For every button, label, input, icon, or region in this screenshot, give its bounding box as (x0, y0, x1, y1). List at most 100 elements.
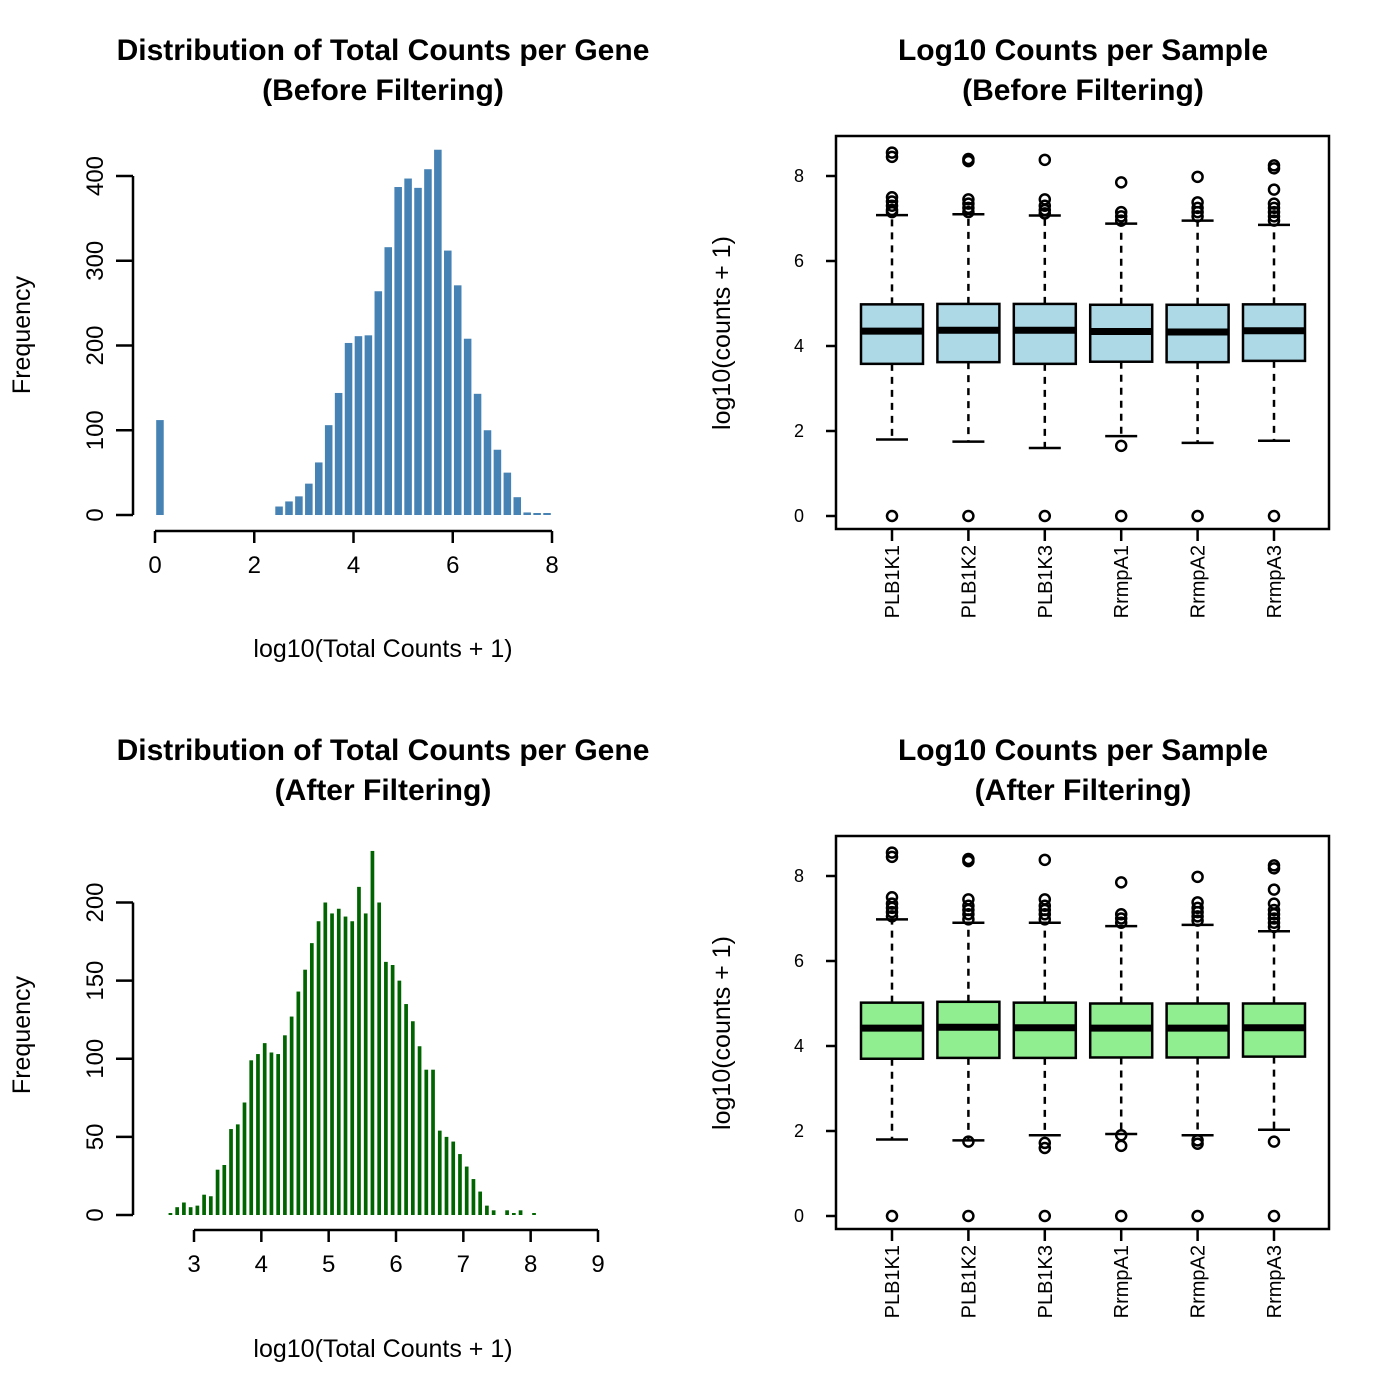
x-tick-label-6: 6 (389, 1251, 402, 1278)
outlier-RrmpA3-2 (1267, 920, 1281, 934)
outlier-RrmpA3-5 (1267, 197, 1281, 210)
outlier-PLB1K3-0 (1038, 1209, 1052, 1223)
outlier-PLB1K2-2 (962, 201, 975, 215)
x-tick-label-PLB1K1: PLB1K1 (882, 545, 904, 618)
bars (168, 850, 536, 1216)
panel-box-before: Log10 Counts per Sample (Before Filterin… (708, 34, 1331, 618)
bar-35 (404, 1004, 408, 1215)
bar-20 (463, 338, 472, 515)
bar-1 (175, 1207, 180, 1215)
outlier-RrmpA2-3 (1191, 914, 1204, 927)
bar-21 (473, 393, 482, 515)
box-PLB1K3 (1012, 302, 1078, 366)
x-tick-label-RrmpA3: RrmpA3 (1264, 545, 1286, 618)
y-tick-label-4: 4 (794, 336, 804, 356)
bar-23 (493, 449, 502, 515)
y-tick-label-8: 8 (794, 866, 804, 886)
y-axis: 0 50 100 150 200 (82, 882, 135, 1222)
outlier-RrmpA1-2 (1114, 214, 1128, 227)
x-tick-label-0: 0 (148, 552, 161, 579)
outlier-RrmpA3-1 (1267, 214, 1281, 227)
bar-18 (444, 250, 452, 515)
bar-2 (182, 1202, 186, 1215)
x-axis: 0 2 4 6 8 (148, 529, 559, 579)
x-tick-label-PLB1K3: PLB1K3 (1035, 545, 1057, 618)
plot-frame (834, 134, 1331, 531)
bar-24 (330, 913, 334, 1215)
boxes (859, 846, 1307, 1223)
outlier-PLB1K2-4 (962, 193, 975, 206)
y-axis: 0 100 200 300 400 (82, 156, 135, 522)
outlier-RrmpA3-6 (1267, 183, 1281, 196)
outlier-RrmpA2-0 (1191, 1209, 1204, 1223)
bar-37 (417, 1046, 422, 1215)
x-tick-label-4: 4 (255, 1251, 268, 1278)
outlier-RrmpA2-8 (1191, 870, 1204, 884)
panel-title: Distribution of Total Counts per Gene (117, 734, 650, 767)
x-tick-label-PLB1K1: PLB1K1 (882, 1245, 904, 1318)
x-tick-label-8: 8 (524, 1251, 537, 1278)
bar-3 (188, 1207, 193, 1215)
outlier-RrmpA3-2 (1267, 210, 1281, 223)
bar-9 (354, 336, 363, 515)
bar-26 (343, 916, 348, 1215)
outlier-RrmpA1-5 (1114, 908, 1128, 921)
y-tick-label-4: 4 (794, 1036, 804, 1056)
y-axis-label: log10(counts + 1) (708, 236, 736, 430)
bar-11 (374, 291, 383, 515)
outlier-PLB1K1-0 (885, 1209, 899, 1223)
outlier-PLB1K2-1 (962, 1135, 975, 1148)
outlier-PLB1K2-0 (962, 509, 975, 523)
outlier-RrmpA3-6 (1267, 903, 1281, 917)
x-tick-label-PLB1K2: PLB1K2 (958, 1245, 980, 1318)
outlier-PLB1K2-8 (962, 852, 975, 866)
outlier-PLB1K1-7 (885, 846, 899, 859)
x-tick-label-PLB1K3: PLB1K3 (1035, 1245, 1057, 1318)
x-axis-label: log10(Total Counts + 1) (253, 635, 512, 663)
bar-3 (295, 496, 303, 515)
outlier-RrmpA1-1 (1114, 1139, 1128, 1153)
bar-50 (505, 1210, 509, 1215)
y-tick-label-0: 0 (82, 508, 109, 521)
bar-38 (424, 1069, 429, 1215)
outlier-PLB1K1-3 (885, 199, 899, 212)
bar-5 (314, 462, 323, 515)
x-tick-label-RrmpA1: RrmpA1 (1111, 545, 1133, 618)
outlier-PLB1K1-7 (885, 146, 899, 159)
bar-51 (511, 1213, 516, 1215)
x-axis-label: log10(Total Counts + 1) (253, 1335, 512, 1363)
panel-title: Distribution of Total Counts per Gene (117, 34, 650, 67)
outlier-RrmpA1-3 (1114, 210, 1128, 223)
bar-47 (485, 1205, 489, 1216)
bar-17 (283, 1035, 287, 1215)
outlier-RrmpA1-1 (1114, 439, 1128, 453)
bars (156, 149, 551, 516)
bar-27 (533, 513, 541, 515)
bar-16 (424, 169, 432, 515)
bar-12 (384, 247, 393, 515)
y-tick-label-8: 8 (794, 166, 804, 186)
outlier-PLB1K3-3 (1038, 199, 1052, 212)
outlier-RrmpA3-10 (1267, 859, 1281, 872)
outlier-RrmpA2-0 (1191, 509, 1204, 523)
panel-box-after: Log10 Counts per Sample (After Filtering… (708, 734, 1331, 1318)
bar-14 (262, 1043, 267, 1216)
outlier-PLB1K1-1 (885, 910, 899, 923)
outlier-PLB1K1-2 (885, 203, 899, 217)
outlier-RrmpA2-3 (1191, 201, 1204, 215)
bar-17 (434, 149, 442, 516)
outlier-RrmpA3-0 (1267, 509, 1281, 523)
bar-40 (437, 1130, 442, 1216)
bar-27 (350, 921, 355, 1215)
outlier-RrmpA3-0 (1267, 1209, 1281, 1223)
bar-0 (168, 1213, 173, 1215)
plot-frame (834, 834, 1331, 1231)
outlier-PLB1K2-5 (962, 899, 975, 912)
y-tick-label-0: 0 (794, 1206, 804, 1226)
bar-29 (363, 913, 368, 1215)
outlier-RrmpA3-4 (1267, 201, 1281, 215)
outlier-PLB1K1-4 (885, 897, 899, 910)
bar-6 (208, 1196, 213, 1215)
bar-48 (491, 1210, 496, 1215)
